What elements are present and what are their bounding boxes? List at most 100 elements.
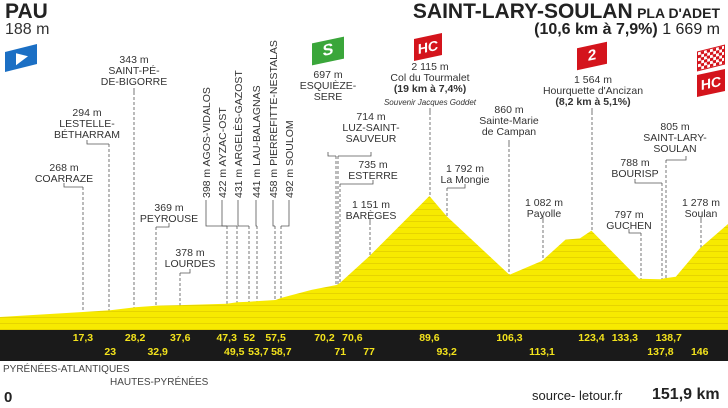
km-label: 32,9	[147, 346, 168, 358]
place-name: BÉTHARRAM	[54, 129, 120, 141]
place-alt: 458 m	[268, 168, 280, 198]
km-label: 49,5	[224, 346, 245, 358]
place-alt: 1 082 m	[525, 197, 563, 209]
source-credit: source- letour.fr	[532, 388, 623, 403]
place-alt: 268 m	[49, 162, 79, 174]
finish-info: (10,6 km à 7,9%) 1 669 m	[534, 21, 720, 39]
place-pierrefitte-nestalas: 458 m PIERREFITTE-NESTALAS	[268, 40, 280, 198]
place-name: La Mongie	[440, 174, 490, 186]
place-name: SAUVEUR	[345, 133, 397, 145]
place-alt: 398 m	[201, 168, 213, 198]
place-name: BARÈGES	[345, 210, 397, 222]
km-label: 93,2	[436, 346, 457, 358]
place-lourdes: 378 m LOURDES	[165, 248, 216, 270]
leader-line	[205, 200, 227, 227]
place-alt: 735 m	[358, 159, 388, 171]
place-la-mongie: 1 792 m La Mongie	[440, 164, 489, 186]
start-altitude: 188 m	[5, 21, 50, 38]
elevation-area	[0, 196, 728, 331]
place-esterre: 735 m ESTERRE	[348, 160, 398, 182]
place-alt: 431 m	[233, 168, 245, 198]
km-label: 138,7	[655, 332, 682, 344]
start-name: PAU	[5, 0, 48, 23]
place-lau-balagnas: 441 m LAU-BALAGNAS	[251, 85, 263, 198]
leader-line	[666, 156, 687, 161]
place-name: LESTELLE-	[59, 118, 115, 130]
km-label: 37,6	[169, 332, 191, 344]
place-name: Sainte-Marie	[479, 115, 539, 127]
place-argeles-gazost: 431 m ARGELÈS-GAZOST	[233, 70, 245, 198]
place-name: SAINT-LARY-	[643, 132, 707, 144]
place-soulom: 492 m SOULOM	[284, 120, 296, 198]
km-label: 53,7	[248, 346, 269, 358]
finish-name: SAINT-LARY-SOULAN	[412, 0, 633, 23]
place-alt: 441 m	[251, 168, 263, 198]
place-bourisp: 788 m BOURISP	[611, 158, 658, 180]
leader-line	[281, 200, 290, 227]
finish-altitude: 1 669 m	[662, 21, 720, 38]
leader-line	[221, 200, 237, 227]
start-km: 0	[4, 389, 13, 406]
leader-line	[634, 179, 662, 184]
place-bareges: 1 151 m BARÈGES	[346, 200, 397, 222]
climb-info: (8,2 km à 5,1%)	[555, 96, 631, 108]
place-sainte-marie-de-campan: 860 m Sainte-Marie de Campan	[479, 105, 539, 138]
leader-line	[628, 229, 641, 234]
leader-line	[63, 183, 83, 188]
place-name: SAINT-PÉ-	[108, 65, 160, 77]
leader-line	[338, 152, 372, 157]
place-soulan: 1 278 m Soulan	[682, 198, 720, 220]
total-distance: 151,9 km	[652, 386, 720, 403]
leader-line	[272, 200, 275, 227]
place-alt: 1 564 m	[574, 74, 612, 86]
place-name: LAU-BALAGNAS	[251, 85, 263, 166]
place-agos-vidalos: 398 m AGOS-VIDALOS	[201, 87, 213, 198]
place-alt: 369 m	[154, 202, 184, 214]
place-name: PEYROUSE	[139, 213, 199, 225]
place-alt: 422 m	[217, 168, 229, 198]
km-label: 28,2	[124, 332, 146, 344]
leader-line	[340, 180, 374, 185]
place-name: Col du Tourmalet	[390, 72, 470, 84]
climb-note: Souvenir Jacques Goddet	[383, 98, 477, 107]
km-label: 57,5	[265, 332, 286, 344]
km-label: 133,3	[611, 332, 638, 344]
place-name: AGOS-VIDALOS	[201, 87, 213, 167]
finish-subname: PLA D'ADET	[637, 5, 720, 21]
place-saint-pe-de-bigorre: 343 m SAINT-PÉ- DE-BIGORRE	[101, 55, 168, 88]
km-label: 89,6	[419, 332, 440, 344]
km-label: 58,7	[271, 346, 292, 358]
km-label: 70,2	[314, 332, 335, 344]
leader-line	[447, 184, 466, 189]
place-guchen: 797 m GUCHEN	[606, 210, 652, 232]
leader-line	[255, 200, 257, 227]
place-hourquette-d-ancizan: 1 564 m Hourquette d'Ancizan (8,2 km à 5,1…	[543, 75, 643, 108]
department-1: PYRÉNÉES-ATLANTIQUES	[3, 364, 130, 375]
place-saint-lary-soulan: 805 m SAINT-LARY- SOULAN	[643, 122, 707, 155]
km-label: 137,8	[647, 346, 674, 358]
km-label: 71	[334, 346, 347, 358]
place-name: DE-BIGORRE	[100, 76, 168, 88]
place-name: ESQUIÈZE-	[299, 80, 357, 92]
place-coarraze: 268 m COARRAZE	[35, 163, 93, 185]
place-name: SOULOM	[284, 120, 296, 166]
place-name: SERE	[313, 91, 343, 103]
km-band	[0, 330, 728, 361]
km-label: 146	[690, 346, 709, 358]
place-luz-saint-sauveur: 714 m LUZ-SAINT- SAUVEUR	[342, 112, 399, 145]
km-label: 23	[104, 346, 117, 358]
place-ayzac-ost: 422 m AYZAC-OST	[217, 107, 229, 198]
place-lestelle-betharram: 294 m LESTELLE- BÉTHARRAM	[54, 108, 120, 141]
place-esquieze-sere: 697 m ESQUIÈZE- SERE	[300, 70, 357, 103]
leader-line	[237, 200, 249, 227]
department-2: HAUTES-PYRÉNÉES	[110, 377, 209, 388]
place-name: BOURISP	[611, 168, 659, 180]
place-name: GUCHEN	[606, 220, 652, 232]
place-name: ARGELÈS-GAZOST	[233, 70, 245, 167]
km-label: 123,4	[578, 332, 605, 344]
leader-line	[180, 269, 191, 274]
place-alt: 294 m	[72, 107, 102, 119]
place-name: ESTERRE	[348, 170, 398, 182]
